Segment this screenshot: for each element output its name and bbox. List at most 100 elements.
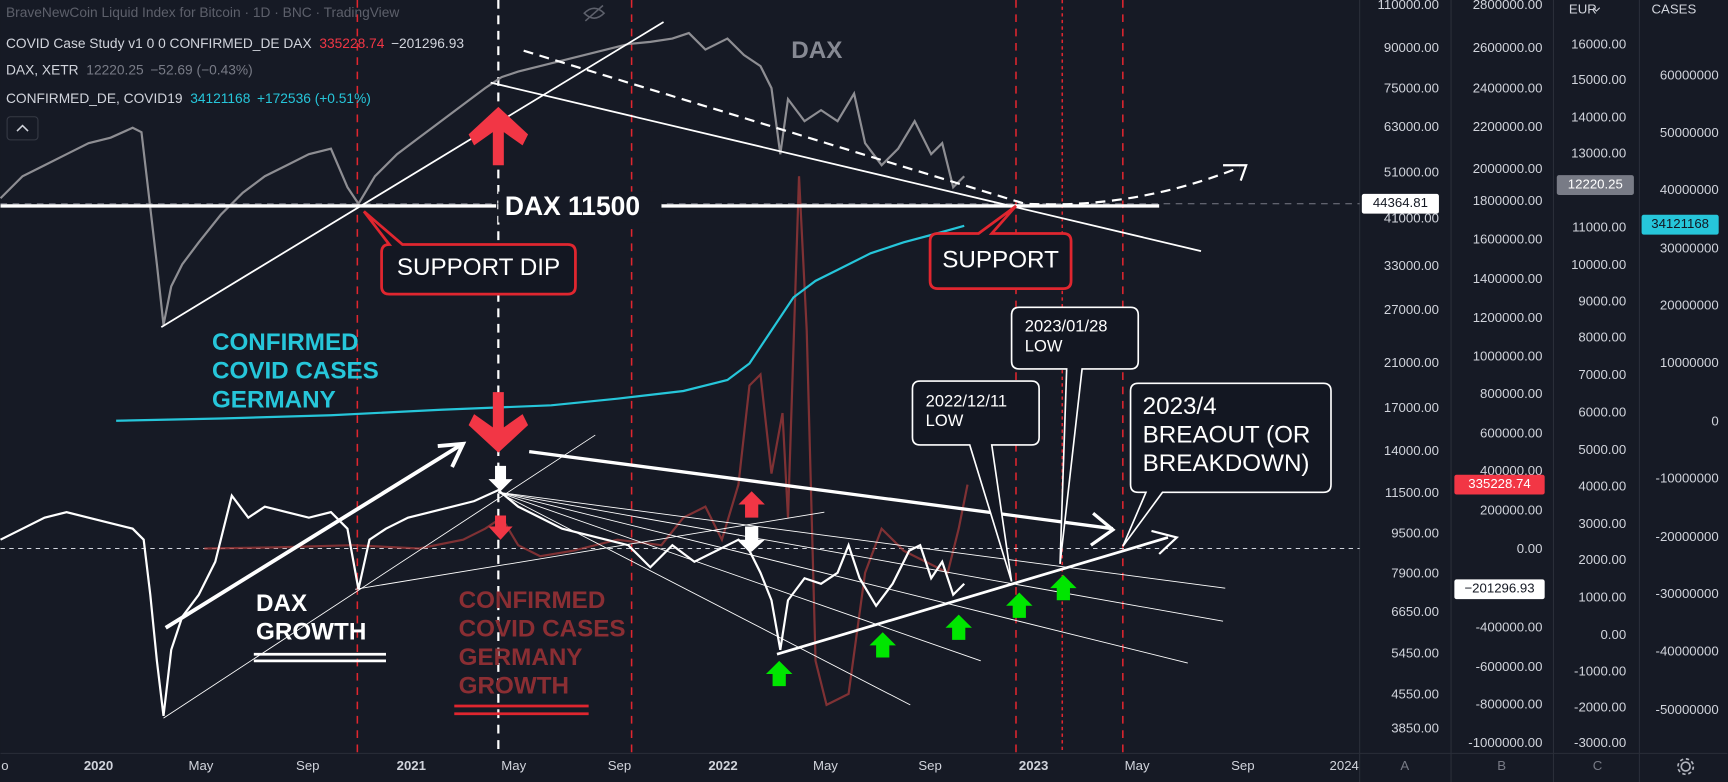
fan-line	[498, 491, 981, 662]
axis-label: 30000000	[1660, 240, 1719, 255]
time-label: Sep	[296, 758, 320, 773]
axis-label: 60000000	[1660, 67, 1719, 82]
axis-label: 0	[1711, 413, 1718, 428]
annotation: LOW	[926, 411, 964, 430]
legend-name: COVID Case Study v1 0 0 CONFIRMED_DE DAX	[6, 36, 312, 51]
trend-line	[160, 21, 665, 328]
collapse-button[interactable]	[6, 116, 39, 141]
axis-label: 90000.00	[1384, 40, 1439, 55]
axis-label: -20000000	[1656, 529, 1719, 544]
axis-label: -50000000	[1656, 702, 1719, 717]
down-arrow	[738, 526, 765, 552]
price-tag-label: 44364.81	[1373, 195, 1428, 210]
axis-label: 4000.00	[1578, 478, 1626, 493]
price-tag	[1454, 474, 1545, 495]
axis-label: 800000.00	[1480, 386, 1542, 401]
hide-icon[interactable]	[583, 4, 606, 22]
settings-icon[interactable]	[1677, 758, 1695, 776]
axis-label: 11500.00	[1385, 485, 1439, 500]
axis-label: -40000000	[1656, 644, 1719, 659]
arrow-head	[1089, 511, 1116, 547]
resistance-trend	[528, 449, 1114, 531]
legend-value: 335228.74	[319, 36, 384, 51]
dax-growth-line	[0, 488, 966, 717]
up-arrow	[468, 106, 529, 166]
axis-label: 10000000	[1660, 355, 1719, 370]
axis-label: 41000.00	[1384, 211, 1439, 226]
growth-arrow	[164, 443, 462, 630]
axis-label: -400000.00	[1476, 619, 1543, 634]
down-arrow	[468, 392, 529, 453]
axis-label: 1600000.00	[1473, 232, 1543, 247]
annotation: DAX	[791, 37, 842, 64]
trend-line	[490, 81, 1202, 252]
axis-label: 13000.00	[1571, 146, 1626, 161]
gear-teeth[interactable]	[1677, 758, 1695, 776]
axis-label: 7000.00	[1578, 367, 1626, 382]
dax-price-line	[0, 31, 966, 326]
white-arrows	[488, 465, 765, 552]
time-label: Sep	[1231, 758, 1255, 773]
axis-label: -10000000	[1656, 471, 1719, 486]
currency-caret[interactable]	[1592, 7, 1601, 12]
annotation: 2023/01/28	[1025, 316, 1108, 335]
axis-label: 2600000.00	[1473, 40, 1543, 55]
axis-label: 1000000.00	[1473, 348, 1543, 363]
price-tag-label: 335228.74	[1468, 476, 1530, 491]
fan-line	[163, 434, 596, 719]
annotation: GROWTH	[256, 619, 366, 646]
axis-label: 16000.00	[1571, 37, 1626, 52]
axis-label: 27000.00	[1384, 302, 1439, 317]
axis-label: 2400000.00	[1473, 81, 1543, 96]
axis-label: -30000000	[1656, 586, 1719, 601]
legend-change: −201296.93	[391, 36, 464, 51]
axis-label: 6000.00	[1578, 405, 1626, 420]
axis-label: 10000.00	[1571, 257, 1626, 272]
time-label: 2022	[708, 758, 737, 773]
green-arrows	[765, 574, 1077, 687]
time-label: 2021	[397, 758, 426, 773]
annotation: 2022/12/11	[926, 391, 1007, 410]
annotation: GERMANY	[212, 386, 336, 413]
axis-header[interactable]: EUR	[1569, 1, 1597, 16]
annotation: GROWTH	[459, 673, 569, 700]
annotation: DAX 11500	[505, 191, 640, 221]
axis-header: A	[1400, 758, 1409, 773]
axis-label: -1000000.00	[1468, 735, 1542, 750]
axis-label: -800000.00	[1476, 696, 1543, 711]
gear-center[interactable]	[1680, 761, 1691, 772]
axis-label: 600000.00	[1480, 425, 1542, 440]
covid-growth-line	[204, 176, 969, 707]
down-arrow	[488, 465, 513, 492]
axis-label: 15000.00	[1571, 72, 1626, 87]
arrow-head	[437, 441, 467, 468]
annotation: BREAOUT (OR	[1143, 422, 1311, 449]
axis-label: 200000.00	[1480, 503, 1542, 518]
axis-label: 75000.00	[1384, 81, 1439, 96]
legend-entry: DAX, XETR 12220.25 −52.69 (−0.43%)	[6, 62, 253, 77]
axis-label: 20000000	[1660, 298, 1719, 313]
plot-area: DAX DAX 11500 SUPPORT DIP SUPPORT CONFIR…	[0, 0, 1360, 754]
axis-label: 51000.00	[1384, 164, 1439, 179]
red-arrows	[468, 106, 765, 540]
collapse-icon[interactable]	[16, 124, 29, 132]
axis-label: 1800000.00	[1473, 193, 1543, 208]
annotation: COVID CASES	[212, 358, 379, 385]
legend-change: −52.69 (−0.43%)	[150, 62, 252, 77]
time-label: 2023	[1019, 758, 1048, 773]
projection	[523, 49, 1240, 206]
axis-label: 40000000	[1660, 182, 1719, 197]
price-tag	[1641, 214, 1719, 235]
confirmed-cases-line	[116, 224, 965, 422]
callout-box	[362, 210, 577, 296]
strike[interactable]	[584, 4, 604, 22]
price-tag	[1454, 579, 1545, 600]
annotation: COVID CASES	[459, 615, 626, 642]
callouts	[362, 204, 1332, 582]
axis-label: 4550.00	[1391, 686, 1439, 701]
trend-lines	[0, 21, 1248, 719]
up-arrow	[1006, 592, 1033, 618]
axis-label: 7900.00	[1391, 565, 1439, 580]
